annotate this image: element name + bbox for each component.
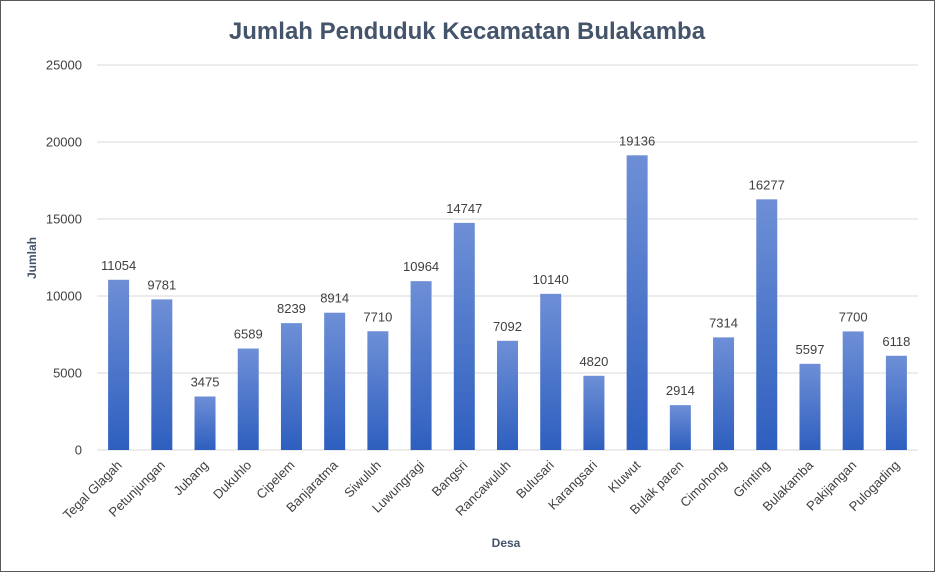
data-label: 6589 xyxy=(234,327,263,342)
data-label: 5597 xyxy=(796,342,825,357)
bar xyxy=(108,279,130,450)
y-tick-label: 0 xyxy=(75,443,82,458)
data-label: 7710 xyxy=(363,309,392,324)
bar xyxy=(194,396,216,450)
bar xyxy=(583,375,605,450)
bar xyxy=(713,337,735,450)
bar xyxy=(799,363,821,450)
bar xyxy=(280,323,302,450)
data-label: 7700 xyxy=(839,309,868,324)
data-label: 4820 xyxy=(579,354,608,369)
bar xyxy=(237,348,259,450)
bar xyxy=(324,312,346,450)
bar xyxy=(756,199,778,450)
x-tick-label: Cimohong xyxy=(677,458,730,511)
x-tick-label: Cipelem xyxy=(253,458,297,502)
x-tick-label: Grinting xyxy=(730,458,773,501)
bar xyxy=(885,355,907,450)
x-tick-label: Siwuluh xyxy=(341,458,384,501)
data-label: 19136 xyxy=(619,133,655,148)
data-label: 11054 xyxy=(101,258,136,273)
bar xyxy=(367,331,389,450)
data-label: 9781 xyxy=(147,277,176,292)
bar xyxy=(669,405,691,450)
data-label: 10140 xyxy=(533,272,569,287)
data-label: 2914 xyxy=(666,383,695,398)
bar xyxy=(540,293,562,450)
x-tick-label: Kluwut xyxy=(605,457,643,495)
data-label: 8239 xyxy=(277,301,306,316)
bar xyxy=(842,331,864,450)
x-axis-title: Desa xyxy=(492,536,521,550)
x-tick-label: Bangsri xyxy=(429,457,471,499)
y-tick-label: 5000 xyxy=(53,366,82,381)
x-tick-label: Jubang xyxy=(170,458,211,499)
data-label: 6118 xyxy=(882,334,910,349)
bar xyxy=(410,281,432,450)
data-label: 14747 xyxy=(446,201,482,216)
data-label: 7314 xyxy=(709,315,738,330)
bar xyxy=(453,222,475,450)
y-tick-label: 20000 xyxy=(46,135,82,150)
y-tick-label: 10000 xyxy=(46,289,82,304)
bar xyxy=(497,340,518,450)
chart-title: Jumlah Penduduk Kecamatan Bulakamba xyxy=(229,18,706,45)
data-label: 8914 xyxy=(320,291,349,306)
x-tick-label: Dukuhlo xyxy=(210,458,254,502)
y-tick-label: 25000 xyxy=(46,58,82,73)
data-label: 16277 xyxy=(749,177,785,192)
x-tick-label: Bulusari xyxy=(513,457,557,501)
data-label: 3475 xyxy=(191,374,220,389)
y-tick-label: 15000 xyxy=(46,212,82,227)
data-label: 7092 xyxy=(493,319,522,334)
data-label: 10964 xyxy=(403,259,439,274)
y-axis-title: Jumlah xyxy=(25,237,39,279)
bar xyxy=(151,299,173,450)
bar xyxy=(626,155,648,450)
